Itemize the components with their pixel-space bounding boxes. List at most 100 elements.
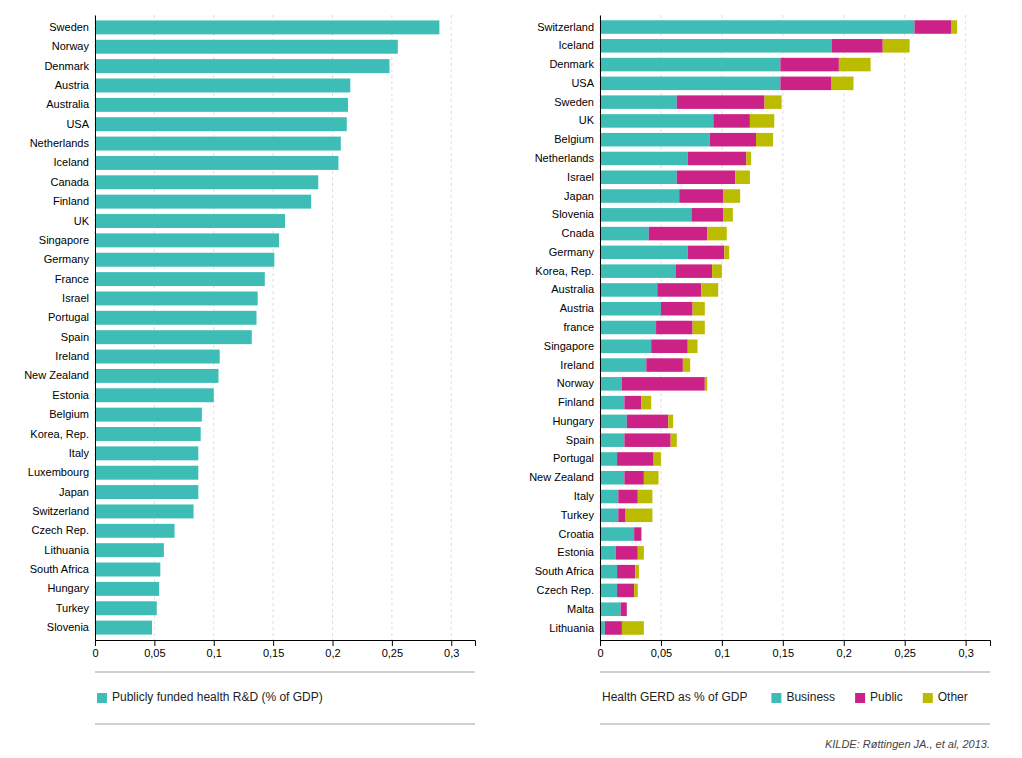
- bar: [624, 433, 670, 447]
- y-tick: Croatia: [559, 528, 600, 540]
- y-tick-label: New Zealand: [24, 369, 89, 381]
- bar: [710, 133, 756, 147]
- bar: [622, 621, 644, 635]
- y-tick-label: France: [55, 273, 89, 285]
- x-tick: 0,3: [958, 640, 973, 659]
- y-tick-label: Australia: [46, 98, 90, 110]
- y-tick: UK: [74, 215, 95, 227]
- y-tick-label: Israel: [62, 292, 89, 304]
- bar: [677, 170, 736, 184]
- bar: [651, 340, 688, 354]
- x-tick-mark: [661, 640, 662, 646]
- bar: [600, 452, 617, 466]
- grid-line: [600, 15, 601, 640]
- bar: [883, 39, 910, 53]
- x-tick: 0,15: [773, 640, 794, 659]
- y-tick: South Africa: [30, 563, 95, 575]
- legend: Publicly funded health R&D (% of GDP): [97, 690, 323, 704]
- x-tick: 0,25: [894, 640, 915, 659]
- bar: [618, 509, 625, 523]
- y-tick-label: Korea, Rep.: [535, 265, 594, 277]
- bar: [600, 227, 649, 241]
- x-tick-mark: [154, 640, 155, 646]
- legend-separator: [95, 724, 475, 725]
- bar: [600, 58, 780, 72]
- bar: [621, 602, 627, 616]
- y-tick-label: Czech Rep.: [537, 584, 594, 596]
- y-tick: UK: [579, 114, 600, 126]
- bar: [617, 565, 635, 579]
- y-tick-label: Norway: [52, 40, 90, 52]
- bar: [600, 415, 627, 429]
- x-tick-mark: [273, 640, 274, 646]
- x-tick: 0,3: [444, 640, 459, 659]
- y-tick-label: New Zealand: [529, 471, 594, 483]
- y-axis-line: [600, 16, 601, 641]
- y-axis-line: [95, 16, 96, 641]
- bar: [723, 208, 733, 222]
- y-tick-label: Hungary: [47, 582, 89, 594]
- y-tick: Israel: [567, 171, 600, 183]
- bar: [600, 584, 617, 598]
- bar: [600, 208, 691, 222]
- bar: [654, 452, 661, 466]
- legend-swatch: [855, 693, 865, 703]
- y-tick-label: france: [563, 321, 594, 333]
- legend-swatch: [771, 693, 781, 703]
- y-tick-label: Finland: [53, 195, 89, 207]
- y-tick: Austria: [560, 302, 600, 314]
- bar: [95, 388, 214, 402]
- y-tick: Japan: [59, 486, 95, 498]
- y-tick: Italy: [574, 490, 600, 502]
- grid: [95, 15, 451, 640]
- bar: [624, 471, 644, 485]
- x-tick: 0,1: [207, 640, 222, 659]
- y-tick-label: Belgium: [49, 408, 89, 420]
- bar: [95, 563, 160, 577]
- y-tick: Denmark: [44, 60, 95, 72]
- y-axis: SwitzerlandIcelandDenmarkUSASwedenUKBelg…: [529, 16, 600, 641]
- bar: [600, 264, 676, 278]
- legend-separator: [600, 724, 990, 725]
- y-tick-label: Estonia: [52, 389, 90, 401]
- bar: [600, 527, 634, 541]
- bar: [600, 509, 618, 523]
- bar: [832, 39, 883, 53]
- x-tick: 0,2: [325, 640, 340, 659]
- y-tick-label: UK: [579, 114, 595, 126]
- y-tick-label: Iceland: [54, 156, 89, 168]
- y-tick: Germany: [44, 253, 95, 265]
- y-tick: Hungary: [552, 415, 600, 427]
- bar: [635, 565, 639, 579]
- x-tick: 0,1: [715, 640, 730, 659]
- y-tick-label: South Africa: [535, 565, 595, 577]
- bar: [644, 471, 659, 485]
- y-tick: Czech Rep.: [32, 524, 95, 536]
- bar: [627, 415, 668, 429]
- x-tick-label: 0,3: [958, 647, 973, 659]
- x-tick-mark: [966, 640, 967, 646]
- bar: [713, 114, 750, 128]
- bar: [600, 133, 710, 147]
- x-tick-mark: [451, 640, 452, 646]
- y-tick: Turkey: [561, 509, 600, 521]
- x-tick-label: 0,05: [651, 647, 672, 659]
- y-tick: Australia: [551, 283, 600, 295]
- grid-line: [451, 15, 452, 640]
- x-tick-label: 0,1: [207, 647, 222, 659]
- y-tick-label: Cnada: [562, 227, 595, 239]
- y-tick: Canada: [50, 176, 95, 188]
- y-tick-label: Singapore: [544, 340, 594, 352]
- y-tick: france: [563, 321, 600, 333]
- y-tick-label: Italy: [574, 490, 595, 502]
- bar: [668, 415, 673, 429]
- y-tick-label: Austria: [55, 79, 90, 91]
- y-tick: Luxembourg: [28, 466, 95, 478]
- panel-0: 00,050,10,150,20,250,3SwedenNorwayDenmar…: [24, 15, 475, 724]
- bar: [600, 602, 621, 616]
- series-2: [622, 20, 957, 634]
- bar: [95, 117, 347, 131]
- bar: [95, 601, 157, 615]
- y-tick: Finland: [558, 396, 600, 408]
- bar: [95, 98, 348, 112]
